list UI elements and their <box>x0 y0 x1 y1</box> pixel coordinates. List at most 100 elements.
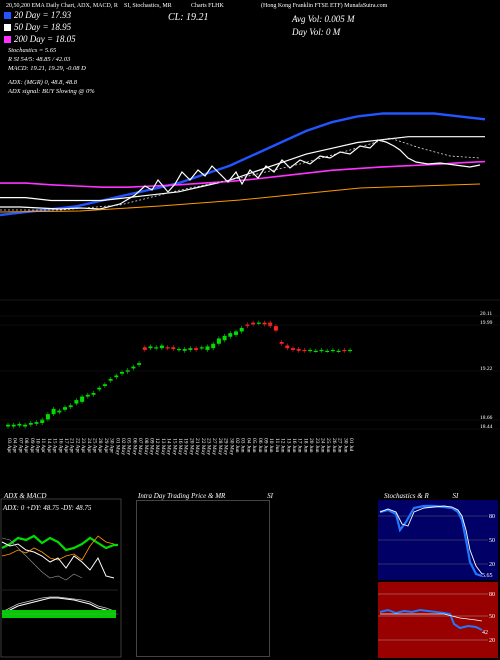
ema50-label: 50 Day = 18.95 <box>14 22 72 32</box>
candle-body <box>348 349 352 352</box>
candle-body <box>57 410 62 413</box>
candle-body <box>319 349 324 352</box>
price-axis-label: 19.22 <box>480 366 493 372</box>
rsi-tick-50: 50 <box>489 614 495 620</box>
header-top-line: 20,50,200 EMA Daily Chart, ADX, MACD, R … <box>6 3 496 13</box>
rsi-tick-80: 80 <box>489 592 495 598</box>
date-tick-label: 13 May <box>160 438 166 455</box>
candle-body <box>296 349 301 351</box>
candle-body <box>91 393 96 395</box>
header-part-2: SI, Stochastics, MR <box>124 3 172 9</box>
rsi-last-value: 42 <box>482 630 488 636</box>
candle-body <box>211 343 216 349</box>
date-tick-label: 21 Apr <box>69 438 75 453</box>
stoch-rsi-panel: 80 50 20 5.65 80 50 20 42 <box>378 500 498 658</box>
date-tick-label: 05 Jun <box>251 438 257 453</box>
candle-body <box>291 348 295 350</box>
header-part-4: (Hong Kong Franklin FTSE ETF) MunafaSutr… <box>261 3 388 9</box>
candle-body <box>45 414 50 420</box>
rsi-readout: R SI 54/5: 48.85 / 42.03 <box>8 56 71 63</box>
date-tick-label: 16 Apr <box>57 438 63 453</box>
candle-body <box>302 349 307 352</box>
date-tick-label: 29 Apr <box>103 438 109 453</box>
date-tick-label: 25 Jun <box>325 438 331 453</box>
close-price: CL: 19.21 <box>168 12 209 23</box>
candle-body <box>131 366 136 369</box>
date-tick-label: 12 May <box>154 438 160 455</box>
date-tick-label: 24 Jun <box>320 438 326 453</box>
candle-body <box>325 350 330 352</box>
candle-body <box>154 347 159 349</box>
ema200-swatch <box>4 36 11 43</box>
candle-body <box>251 322 256 325</box>
price-axis-label: 19.99 <box>480 320 493 326</box>
intraday-title-suffix: SI <box>267 492 273 500</box>
close-price-line <box>0 139 481 210</box>
date-tick-label: 17 Jun <box>297 438 303 453</box>
candle-body <box>279 342 284 344</box>
candle-body <box>171 347 176 350</box>
date-tick-label: 20 May <box>188 438 194 455</box>
candle-body <box>114 375 119 378</box>
date-tick-label: 10 Jun <box>268 438 274 453</box>
candle-body <box>68 405 73 408</box>
stoch-title-text: Stochastics & R <box>384 492 429 500</box>
candle-body <box>28 422 33 425</box>
candle-body <box>159 345 164 349</box>
date-tick-label: 06 May <box>131 438 137 455</box>
date-tick-label: 18 Jun <box>302 438 308 453</box>
band-dotted-line <box>0 137 481 211</box>
date-tick-label: 08 May <box>143 438 149 455</box>
ema-series-line <box>0 112 486 217</box>
date-tick-label: 26 Jun <box>331 438 337 453</box>
stoch-title-suffix: SI <box>452 492 459 500</box>
candle-body <box>177 349 181 351</box>
candle-body <box>80 396 85 402</box>
adx-signal-readout: ADX signal: BUY Slowing @ 0% <box>8 88 95 95</box>
candle-body <box>74 400 79 404</box>
stochastics-readout: Stochastics = 5.65 <box>8 47 57 54</box>
date-tick-label: 23 May <box>206 438 212 455</box>
date-tick-label: 23 Apr <box>80 438 86 453</box>
price-axis-labels: 20.11 19.99 19.22 18.66 18.44 <box>0 311 500 430</box>
date-tick-label: 05 May <box>126 438 132 455</box>
date-tick-label: 10 Apr <box>35 438 41 453</box>
date-tick-label: 24 Apr <box>86 438 92 453</box>
date-axis: 03 Apr 04 Apr 07 Apr 08 Apr 09 Apr 10 Apr 11 A… <box>6 438 354 455</box>
candle-body <box>34 422 39 424</box>
date-tick-label: 02 May <box>120 438 126 455</box>
candle-body <box>11 424 16 427</box>
candle-body <box>336 350 341 352</box>
date-tick-label: 27 Jun <box>337 438 343 453</box>
date-tick-label: 01 Jul <box>348 438 354 452</box>
date-tick-label: 14 May <box>166 438 172 455</box>
date-tick-label: 21 May <box>194 438 200 455</box>
price-axis-label: 20.11 <box>480 311 492 317</box>
candle-body <box>234 331 238 335</box>
intraday-panel <box>136 500 270 657</box>
date-tick-label: 04 Jun <box>245 438 251 453</box>
ema50-swatch <box>4 24 11 31</box>
date-tick-label: 01 May <box>114 438 120 455</box>
stoch-tick-80: 80 <box>489 514 495 520</box>
macd-readout: MACD: 19.21, 19.29, -0.08 D <box>8 65 86 72</box>
candle-body <box>285 345 290 349</box>
date-tick-label: 11 Apr <box>40 438 46 453</box>
ema200-label: 200 Day = 18.05 <box>14 34 76 44</box>
candle-body <box>17 423 22 426</box>
date-tick-label: 23 Jun <box>314 438 320 453</box>
date-tick-label: 16 May <box>177 438 183 455</box>
date-tick-label: 09 May <box>149 438 155 455</box>
date-tick-label: 15 May <box>171 438 177 455</box>
date-tick-label: 13 Jun <box>285 438 291 453</box>
price-axis-label: 18.66 <box>480 415 493 421</box>
date-tick-label: 09 Apr <box>29 438 35 453</box>
ema-series-line <box>0 160 486 188</box>
avg-volume: Avg Vol: 0.005 M <box>292 14 355 24</box>
candle-body <box>120 371 124 374</box>
ema-lines-layer <box>0 112 486 217</box>
date-tick-label: 09 Jun <box>263 438 269 453</box>
candle-body <box>142 347 147 350</box>
candle-body <box>268 322 273 327</box>
orange-average-line <box>0 183 481 213</box>
